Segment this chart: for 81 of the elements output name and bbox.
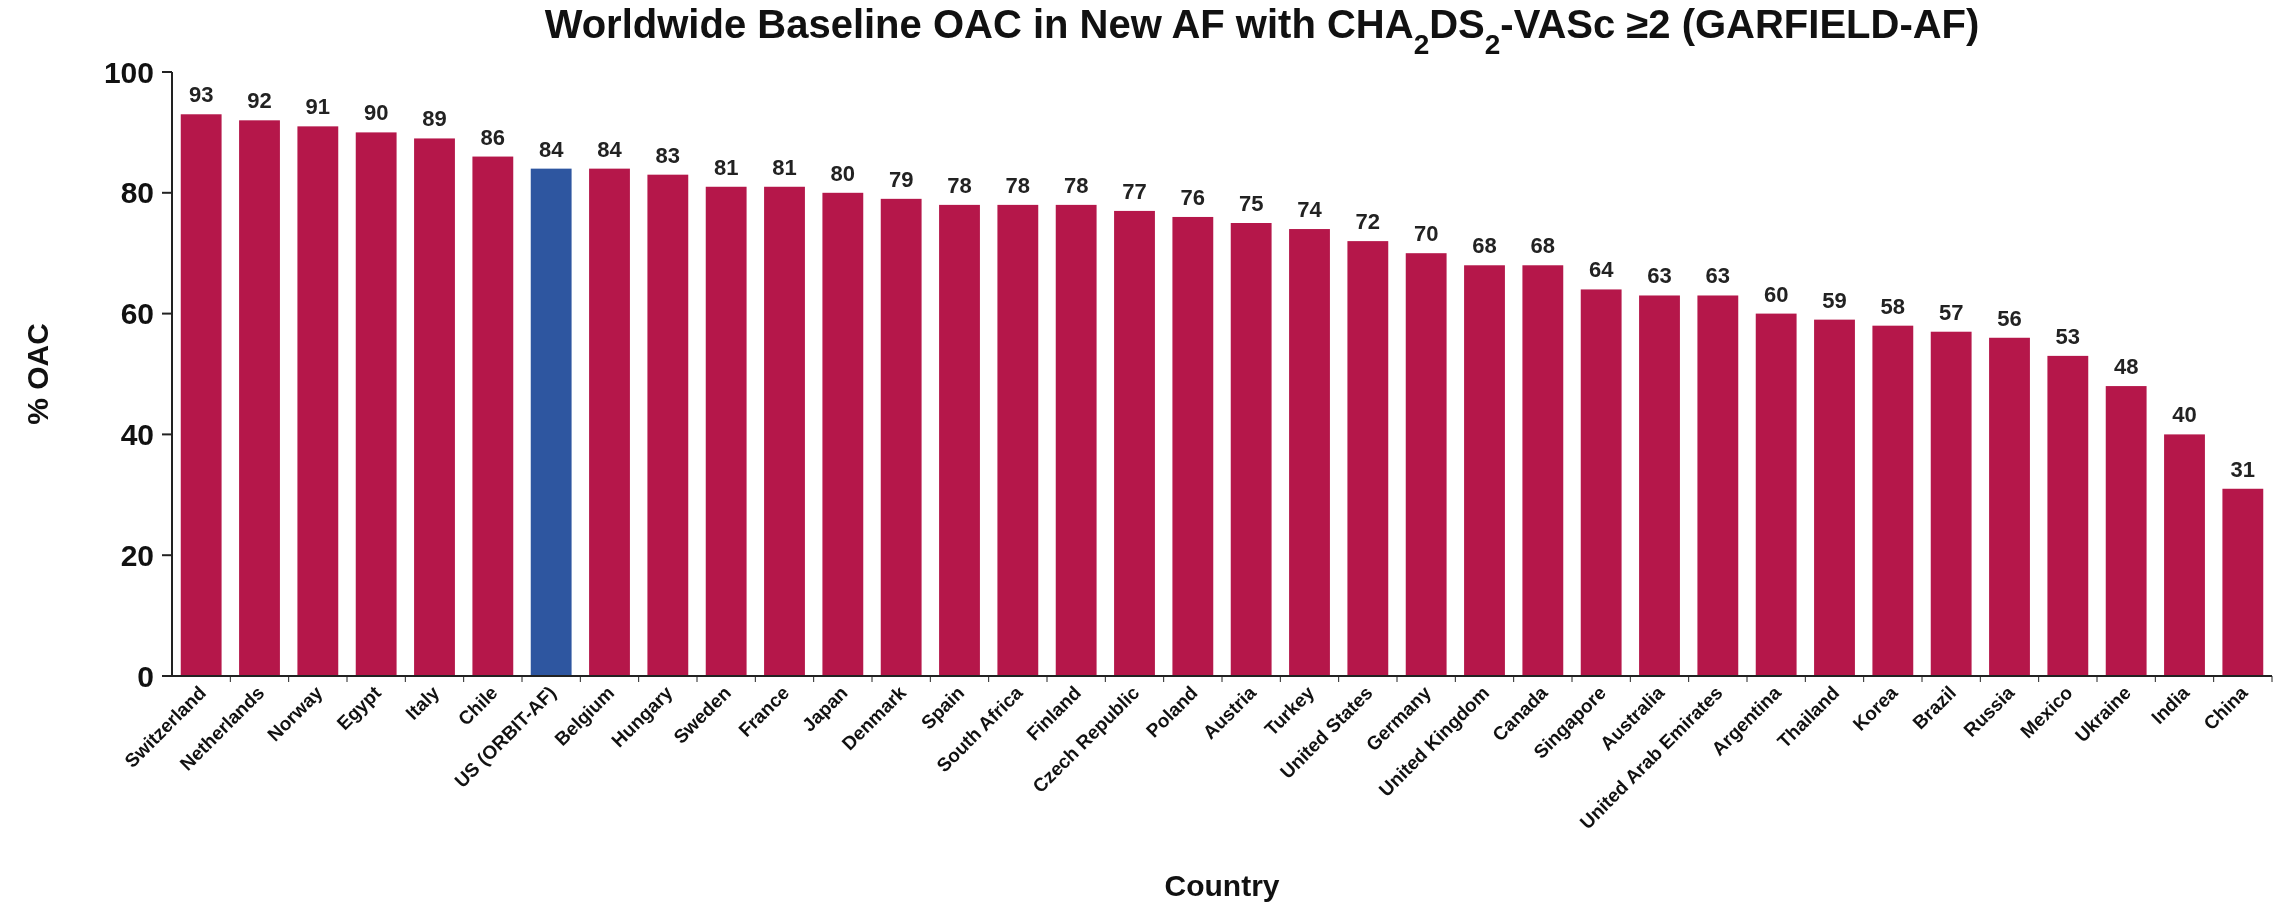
data-label: 53: [2055, 323, 2081, 349]
data-label: 72: [1355, 209, 1381, 235]
bar: [2047, 355, 2089, 676]
data-label: 81: [713, 154, 739, 180]
data-label: 77: [1122, 178, 1147, 204]
x-axis-title: Country: [1164, 869, 1280, 902]
bar: [1172, 216, 1214, 676]
data-label: 56: [1997, 305, 2022, 331]
bar: [2164, 434, 2205, 676]
bar: [589, 168, 630, 676]
data-label: 80: [830, 160, 856, 186]
data-label: 78: [947, 172, 972, 198]
data-label: 84: [538, 136, 565, 162]
data-label: 74: [1297, 197, 1323, 223]
bar: [1930, 331, 1972, 676]
bar: [472, 156, 514, 676]
bar: [180, 114, 222, 676]
bar: [2105, 386, 2147, 676]
data-label: 91: [305, 94, 331, 120]
bar: [880, 198, 922, 676]
bar: [1405, 253, 1447, 676]
data-label: 81: [772, 154, 797, 180]
data-label: 40: [2172, 402, 2197, 428]
data-label: 83: [655, 142, 681, 168]
y-tick-label: 60: [120, 297, 154, 331]
bar: [239, 120, 280, 676]
y-tick-label: 40: [120, 417, 154, 451]
y-tick-label: 80: [120, 176, 154, 210]
data-label: 68: [1472, 233, 1497, 259]
bar: [1580, 289, 1622, 676]
y-tick-label: 20: [120, 538, 154, 572]
bar: [1055, 204, 1097, 676]
bar: [414, 138, 455, 676]
data-label: 63: [1647, 263, 1672, 289]
data-label: 31: [2230, 456, 2256, 482]
data-label: 92: [247, 88, 272, 114]
bar: [705, 186, 747, 676]
data-label: 76: [1180, 184, 1206, 210]
bar: [355, 132, 397, 676]
bar: [939, 204, 980, 676]
bar: [1639, 295, 1680, 676]
bar: [647, 174, 689, 676]
data-label: 89: [422, 106, 447, 132]
data-label: 79: [888, 166, 914, 192]
data-label: 90: [363, 100, 389, 126]
bar: [1289, 229, 1330, 676]
bar: [1522, 265, 1564, 676]
bar: [530, 168, 572, 676]
data-label: 86: [480, 124, 506, 150]
data-label: 93: [188, 82, 214, 108]
bar: [1230, 223, 1272, 676]
bar: [297, 126, 339, 676]
bar: [1989, 337, 2030, 676]
y-tick-label: 100: [103, 55, 154, 89]
data-label: 60: [1763, 281, 1789, 307]
bar: [1755, 313, 1797, 676]
data-label: 84: [597, 136, 623, 162]
data-label: 57: [1938, 299, 1964, 325]
bar: [1114, 210, 1155, 676]
data-label: 58: [1880, 293, 1906, 319]
bar: [822, 192, 864, 676]
data-label: 48: [2113, 354, 2139, 380]
bar: [997, 204, 1039, 676]
bar: [764, 186, 805, 676]
data-label: 78: [1063, 172, 1089, 198]
data-label: 59: [1822, 287, 1847, 313]
data-label: 78: [1005, 172, 1031, 198]
bar: [1697, 295, 1739, 676]
data-label: 70: [1413, 221, 1439, 247]
data-label: 68: [1530, 233, 1556, 259]
y-axis-title: % OAC: [21, 323, 54, 425]
data-label: 63: [1705, 263, 1731, 289]
data-label: 75: [1238, 191, 1264, 216]
y-tick-label: 0: [137, 659, 154, 693]
bar: [2222, 488, 2264, 676]
bar: [1464, 265, 1505, 676]
bar: [1814, 319, 1855, 676]
data-label: 64: [1588, 257, 1615, 283]
bar: [1872, 325, 1914, 676]
bar: [1347, 241, 1389, 676]
chart-title: Worldwide Baseline OAC in New AF with CHA$_{2}$DS$_{2}$-VASc ≥2 (GARFIELD-AF): [544, 2, 1980, 60]
